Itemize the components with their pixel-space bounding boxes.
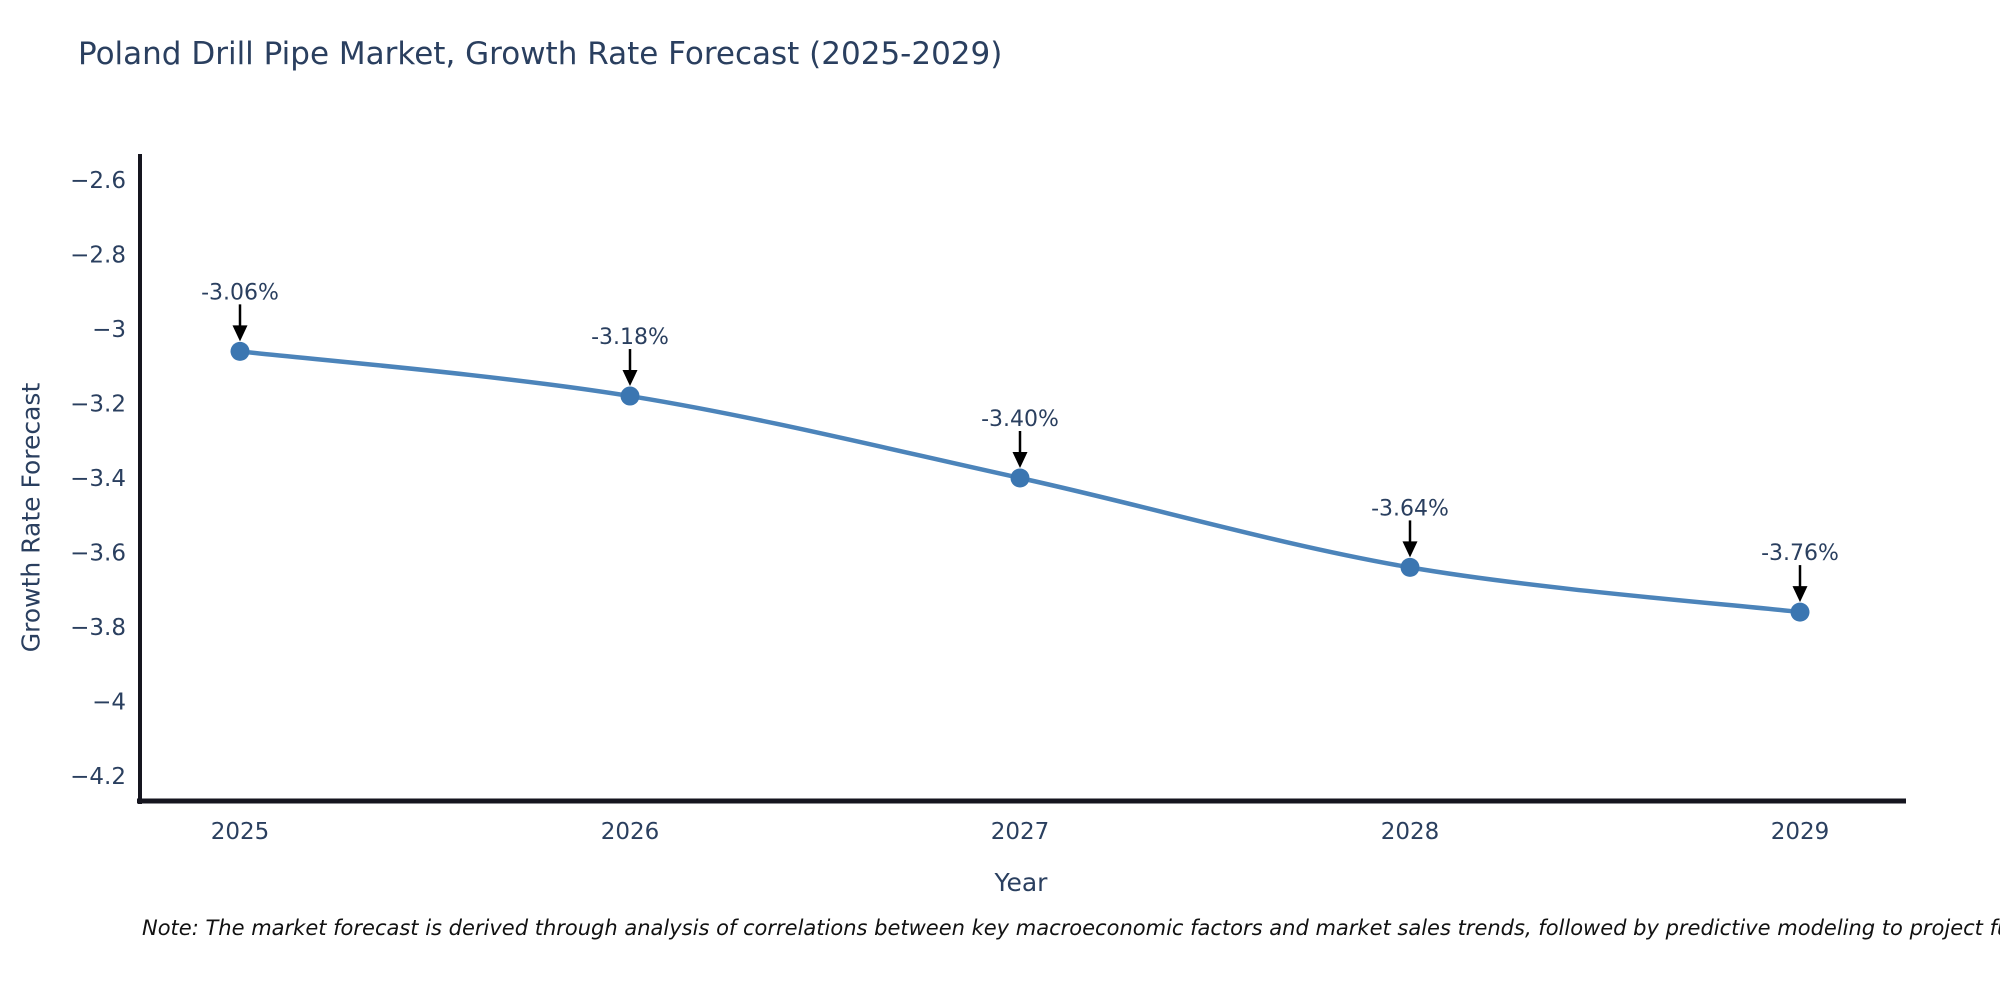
y-tick-label: −4 bbox=[92, 690, 126, 716]
y-tick-label: −3 bbox=[92, 317, 126, 343]
y-tick-label: −3.6 bbox=[70, 541, 126, 567]
annotation-arrow-head bbox=[622, 370, 638, 387]
y-axis-title: Growth Rate Forecast bbox=[16, 382, 46, 653]
data-point-label: -3.06% bbox=[201, 280, 279, 305]
chart-title: Poland Drill Pipe Market, Growth Rate Fo… bbox=[78, 36, 1003, 72]
data-point-2029[interactable] bbox=[1790, 602, 1810, 622]
y-tick-label: −4.2 bbox=[70, 764, 126, 790]
x-axis-title: Year bbox=[994, 868, 1048, 897]
x-tick-label: 2028 bbox=[1381, 819, 1440, 845]
annotation-arrow-head bbox=[232, 325, 248, 342]
data-point-2028[interactable] bbox=[1400, 557, 1420, 577]
y-tick-label: −2.8 bbox=[70, 243, 126, 269]
y-tick-label: −3.4 bbox=[70, 466, 126, 492]
y-tick-label: −3.2 bbox=[70, 392, 126, 418]
y-tick-label: −2.6 bbox=[70, 168, 126, 194]
data-point-label: -3.18% bbox=[591, 325, 669, 350]
data-point-label: -3.40% bbox=[981, 407, 1059, 432]
data-point-label: -3.76% bbox=[1761, 541, 1839, 566]
data-point-2027[interactable] bbox=[1010, 468, 1030, 488]
annotation-arrow-head bbox=[1402, 541, 1418, 558]
x-tick-label: 2029 bbox=[1771, 819, 1830, 845]
data-point-2025[interactable] bbox=[230, 341, 250, 361]
annotation-arrow-head bbox=[1012, 452, 1028, 468]
data-point-label: -3.64% bbox=[1371, 496, 1449, 521]
data-point-2026[interactable] bbox=[620, 386, 640, 406]
footnote-text: Note: The market forecast is derived thr… bbox=[142, 916, 2000, 940]
x-tick-label: 2027 bbox=[991, 819, 1050, 845]
x-tick-label: 2025 bbox=[211, 819, 270, 845]
x-tick-label: 2026 bbox=[601, 819, 660, 845]
annotation-arrow-head bbox=[1792, 586, 1808, 603]
y-tick-label: −3.8 bbox=[70, 615, 126, 641]
